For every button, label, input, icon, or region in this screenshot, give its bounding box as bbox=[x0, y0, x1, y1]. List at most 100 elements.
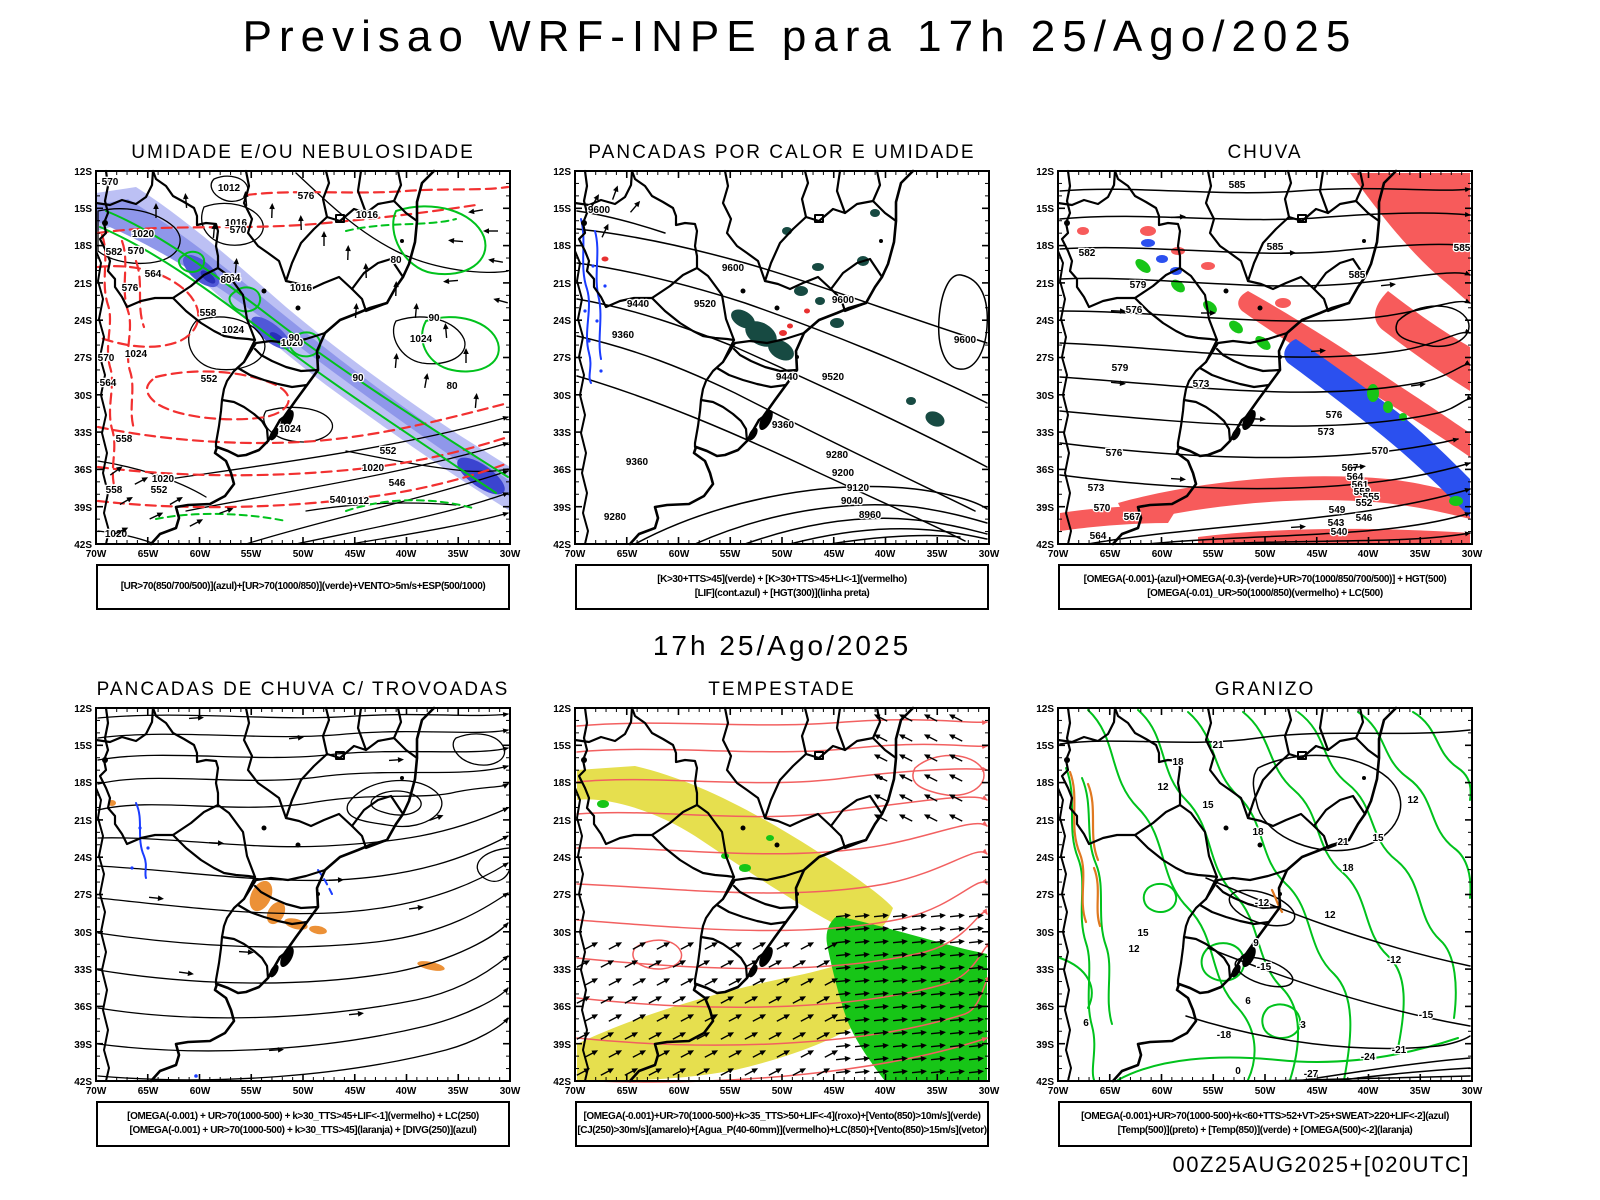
instability-areas-teal bbox=[731, 209, 945, 427]
svg-text:39S: 39S bbox=[74, 1040, 92, 1051]
svg-text:573: 573 bbox=[1088, 483, 1105, 494]
map-trovoadas: 12S 15S 18S 21S 24S 27S 30S 33S 36S 39S 42S 70W 65W… bbox=[74, 705, 521, 1097]
svg-text:9360: 9360 bbox=[626, 457, 649, 468]
svg-text:18S: 18S bbox=[74, 778, 92, 789]
svg-text:9120: 9120 bbox=[847, 483, 870, 494]
svg-text:1024: 1024 bbox=[222, 325, 245, 336]
svg-text:27S: 27S bbox=[553, 890, 571, 901]
svg-text:45W: 45W bbox=[1307, 549, 1328, 560]
svg-text:24S: 24S bbox=[74, 853, 92, 864]
instability-areas-red bbox=[601, 256, 810, 336]
svg-text:39S: 39S bbox=[1036, 1040, 1054, 1051]
svg-text:45W: 45W bbox=[824, 1086, 845, 1097]
svg-text:24S: 24S bbox=[553, 316, 571, 327]
svg-text:576: 576 bbox=[298, 191, 315, 202]
svg-text:0: 0 bbox=[1235, 1066, 1241, 1077]
svg-text:21S: 21S bbox=[1036, 816, 1054, 827]
svg-text:15S: 15S bbox=[1036, 741, 1054, 752]
svg-text:549: 549 bbox=[1329, 505, 1346, 516]
hgt300-contours bbox=[576, 210, 989, 545]
temp850-contours-green bbox=[1059, 709, 1472, 1081]
panel-chuva: CHUVA 12S 15S 18S 21S 24S 27S 30S 33S 36S 39S 42S … bbox=[1024, 142, 1484, 610]
svg-text:18: 18 bbox=[1252, 827, 1264, 838]
svg-text:558: 558 bbox=[106, 485, 123, 496]
svg-text:50W: 50W bbox=[772, 1086, 793, 1097]
svg-text:30W: 30W bbox=[500, 1086, 521, 1097]
svg-text:30W: 30W bbox=[1462, 549, 1483, 560]
svg-text:570: 570 bbox=[128, 246, 145, 257]
svg-text:585: 585 bbox=[1267, 242, 1284, 253]
svg-text:30S: 30S bbox=[74, 391, 92, 402]
svg-text:18: 18 bbox=[1172, 757, 1184, 768]
svg-text:50W: 50W bbox=[293, 1086, 314, 1097]
svg-text:12S: 12S bbox=[1036, 705, 1054, 715]
panel-granizo: GRANIZO 12S 15S 18S 21S 24S 27S 30S 33S 36S 39S 42… bbox=[1024, 679, 1484, 1147]
svg-text:33S: 33S bbox=[1036, 965, 1054, 976]
svg-text:585: 585 bbox=[1454, 243, 1471, 254]
panel-title-chuva: CHUVA bbox=[1227, 142, 1303, 163]
svg-text:12S: 12S bbox=[1036, 168, 1054, 178]
svg-text:573: 573 bbox=[1318, 427, 1335, 438]
svg-text:21S: 21S bbox=[1036, 279, 1054, 290]
contour-labels: 1012 1016 1016 1020 1016 1020 1024 1024 1024 1024… bbox=[96, 176, 459, 542]
svg-text:561: 561 bbox=[1352, 480, 1369, 491]
panel-title-tempestade: TEMPESTADE bbox=[708, 679, 856, 700]
svg-text:21: 21 bbox=[1212, 740, 1224, 751]
svg-text:18S: 18S bbox=[1036, 778, 1054, 789]
axis-ticks bbox=[1057, 707, 1473, 1082]
svg-text:15S: 15S bbox=[74, 741, 92, 752]
svg-text:1020: 1020 bbox=[132, 229, 155, 240]
pressure-contours bbox=[97, 172, 509, 545]
svg-text:546: 546 bbox=[389, 478, 406, 489]
svg-text:9600: 9600 bbox=[588, 205, 611, 216]
svg-text:15: 15 bbox=[1137, 928, 1149, 939]
svg-text:576: 576 bbox=[1106, 448, 1123, 459]
contour-labels: 21 18 12 15 18 21 15 18 12 15 12 9 6 3 0 6 12 -12 -12 -15 -1… bbox=[1082, 739, 1435, 1082]
svg-text:30W: 30W bbox=[979, 549, 1000, 560]
svg-text:570: 570 bbox=[1094, 503, 1111, 514]
legend-trovoadas: [OMEGA(-0.001) + UR>70(1000-500) + k>30_… bbox=[96, 1101, 510, 1147]
map-granizo: 12S 15S 18S 21S 24S 27S 30S 33S 36S 39S 42S 70W 65W… bbox=[1036, 705, 1483, 1097]
svg-text:36S: 36S bbox=[1036, 465, 1054, 476]
panel-title-pancadas-calor: PANCADAS POR CALOR E UMIDADE bbox=[588, 142, 976, 163]
svg-text:60W: 60W bbox=[190, 1086, 211, 1097]
svg-text:60W: 60W bbox=[669, 1086, 690, 1097]
svg-text:36S: 36S bbox=[1036, 1002, 1054, 1013]
svg-text:36S: 36S bbox=[74, 1002, 92, 1013]
svg-text:65W: 65W bbox=[138, 549, 159, 560]
svg-text:50W: 50W bbox=[772, 549, 793, 560]
svg-text:40W: 40W bbox=[1358, 549, 1379, 560]
svg-text:570: 570 bbox=[102, 177, 119, 188]
svg-text:45W: 45W bbox=[824, 549, 845, 560]
svg-text:24S: 24S bbox=[74, 316, 92, 327]
svg-text:585: 585 bbox=[1229, 180, 1246, 191]
svg-text:55W: 55W bbox=[1203, 549, 1224, 560]
svg-text:30S: 30S bbox=[1036, 391, 1054, 402]
svg-text:576: 576 bbox=[1126, 305, 1143, 316]
svg-text:15S: 15S bbox=[553, 204, 571, 215]
svg-text:45W: 45W bbox=[345, 1086, 366, 1097]
svg-text:6: 6 bbox=[1083, 1018, 1089, 1029]
axis-ticks bbox=[95, 707, 511, 1082]
omega-band-blue bbox=[1141, 239, 1470, 517]
svg-text:42S: 42S bbox=[553, 540, 571, 551]
svg-text:8960: 8960 bbox=[859, 510, 882, 521]
page-title: Previsao WRF-INPE para 17h 25/Ago/2025 bbox=[242, 12, 1358, 61]
svg-text:33S: 33S bbox=[74, 428, 92, 439]
svg-text:21S: 21S bbox=[553, 279, 571, 290]
svg-text:1016: 1016 bbox=[225, 218, 248, 229]
svg-text:90: 90 bbox=[428, 313, 440, 324]
svg-text:-27: -27 bbox=[1304, 1069, 1319, 1080]
svg-text:24S: 24S bbox=[1036, 853, 1054, 864]
svg-text:552: 552 bbox=[1356, 498, 1373, 509]
svg-text:552: 552 bbox=[201, 374, 218, 385]
svg-text:9440: 9440 bbox=[627, 299, 650, 310]
svg-text:558: 558 bbox=[1354, 487, 1371, 498]
svg-text:1024: 1024 bbox=[125, 349, 148, 360]
svg-text:543: 543 bbox=[1328, 518, 1345, 529]
svg-text:18: 18 bbox=[1342, 863, 1354, 874]
svg-text:564: 564 bbox=[145, 269, 162, 280]
svg-text:-21: -21 bbox=[1392, 1045, 1407, 1056]
svg-text:80: 80 bbox=[220, 275, 232, 286]
